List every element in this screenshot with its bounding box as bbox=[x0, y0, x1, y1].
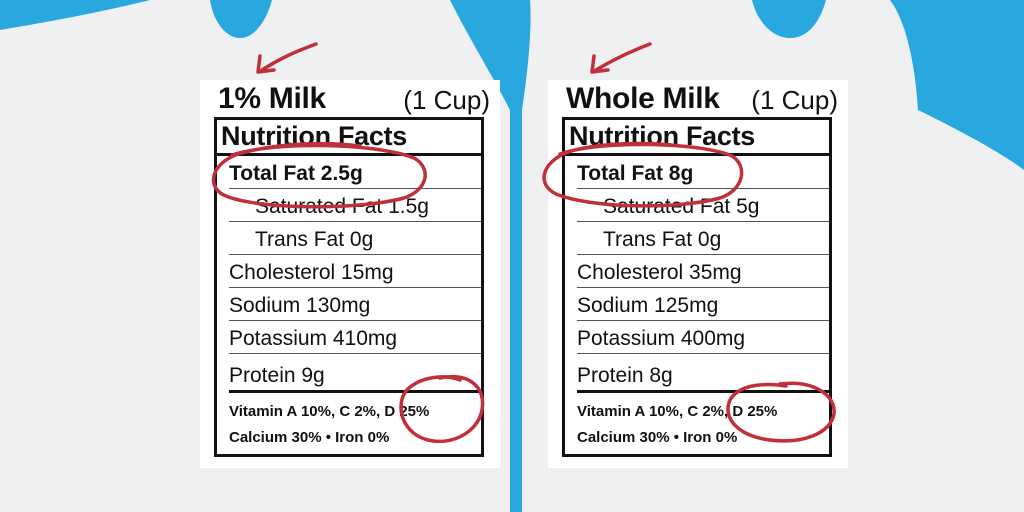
vitamins-text: Vitamin A 10%, C 2%, D 25% bbox=[577, 403, 778, 420]
panel-header: Whole Milk (1 Cup) bbox=[566, 82, 838, 116]
saturated-fat-text: Saturated Fat 5g bbox=[603, 195, 760, 218]
protein-text: Protein 9g bbox=[229, 364, 325, 387]
trans-fat-text: Trans Fat 0g bbox=[255, 228, 374, 251]
potassium-text: Potassium 400mg bbox=[577, 327, 746, 350]
cholesterol-row: Cholesterol 35mg bbox=[577, 255, 829, 288]
product-name: 1% Milk bbox=[218, 82, 326, 115]
nutrition-panel-whole-milk: Whole Milk (1 Cup) Nutrition Facts Total… bbox=[548, 80, 848, 468]
sodium-text: Sodium 125mg bbox=[577, 294, 719, 317]
cholesterol-row: Cholesterol 15mg bbox=[229, 255, 481, 288]
sodium-row: Sodium 125mg bbox=[577, 288, 829, 321]
nutrition-facts-box: Nutrition Facts Total Fat 2.5g Saturated… bbox=[214, 117, 484, 457]
trans-fat-text: Trans Fat 0g bbox=[603, 228, 722, 251]
protein-text: Protein 8g bbox=[577, 364, 673, 387]
serving-size: (1 Cup) bbox=[403, 85, 490, 115]
cholesterol-text: Cholesterol 15mg bbox=[229, 261, 394, 284]
total-fat-text: Total Fat 8g bbox=[577, 162, 694, 185]
cholesterol-text: Cholesterol 35mg bbox=[577, 261, 742, 284]
saturated-fat-text: Saturated Fat 1.5g bbox=[255, 195, 429, 218]
sodium-text: Sodium 130mg bbox=[229, 294, 371, 317]
total-fat-text: Total Fat 2.5g bbox=[229, 162, 363, 185]
vitamins-text: Vitamin A 10%, C 2%, D 25% bbox=[229, 403, 430, 420]
nutrition-facts-box: Nutrition Facts Total Fat 8g Saturated F… bbox=[562, 117, 832, 457]
saturated-fat-row: Saturated Fat 5g bbox=[577, 189, 829, 222]
saturated-fat-row: Saturated Fat 1.5g bbox=[229, 189, 481, 222]
nutrition-panel-1-percent: 1% Milk (1 Cup) Nutrition Facts Total Fa… bbox=[200, 80, 500, 468]
potassium-row: Potassium 410mg bbox=[229, 321, 481, 354]
protein-row: Protein 9g bbox=[229, 356, 481, 393]
product-name: Whole Milk bbox=[566, 82, 720, 115]
potassium-text: Potassium 410mg bbox=[229, 327, 398, 350]
panel-header: 1% Milk (1 Cup) bbox=[218, 82, 490, 116]
potassium-row: Potassium 400mg bbox=[577, 321, 829, 354]
minerals-text: Calcium 30% • Iron 0% bbox=[577, 429, 738, 446]
protein-row: Protein 8g bbox=[577, 356, 829, 393]
total-fat-row: Total Fat 2.5g bbox=[229, 156, 481, 189]
minerals-text: Calcium 30% • Iron 0% bbox=[229, 429, 390, 446]
serving-size: (1 Cup) bbox=[751, 85, 838, 115]
total-fat-row: Total Fat 8g bbox=[577, 156, 829, 189]
nutrition-facts-title: Nutrition Facts bbox=[569, 121, 756, 151]
trans-fat-row: Trans Fat 0g bbox=[577, 222, 829, 255]
trans-fat-row: Trans Fat 0g bbox=[229, 222, 481, 255]
nutrition-facts-title: Nutrition Facts bbox=[221, 121, 408, 151]
sodium-row: Sodium 130mg bbox=[229, 288, 481, 321]
